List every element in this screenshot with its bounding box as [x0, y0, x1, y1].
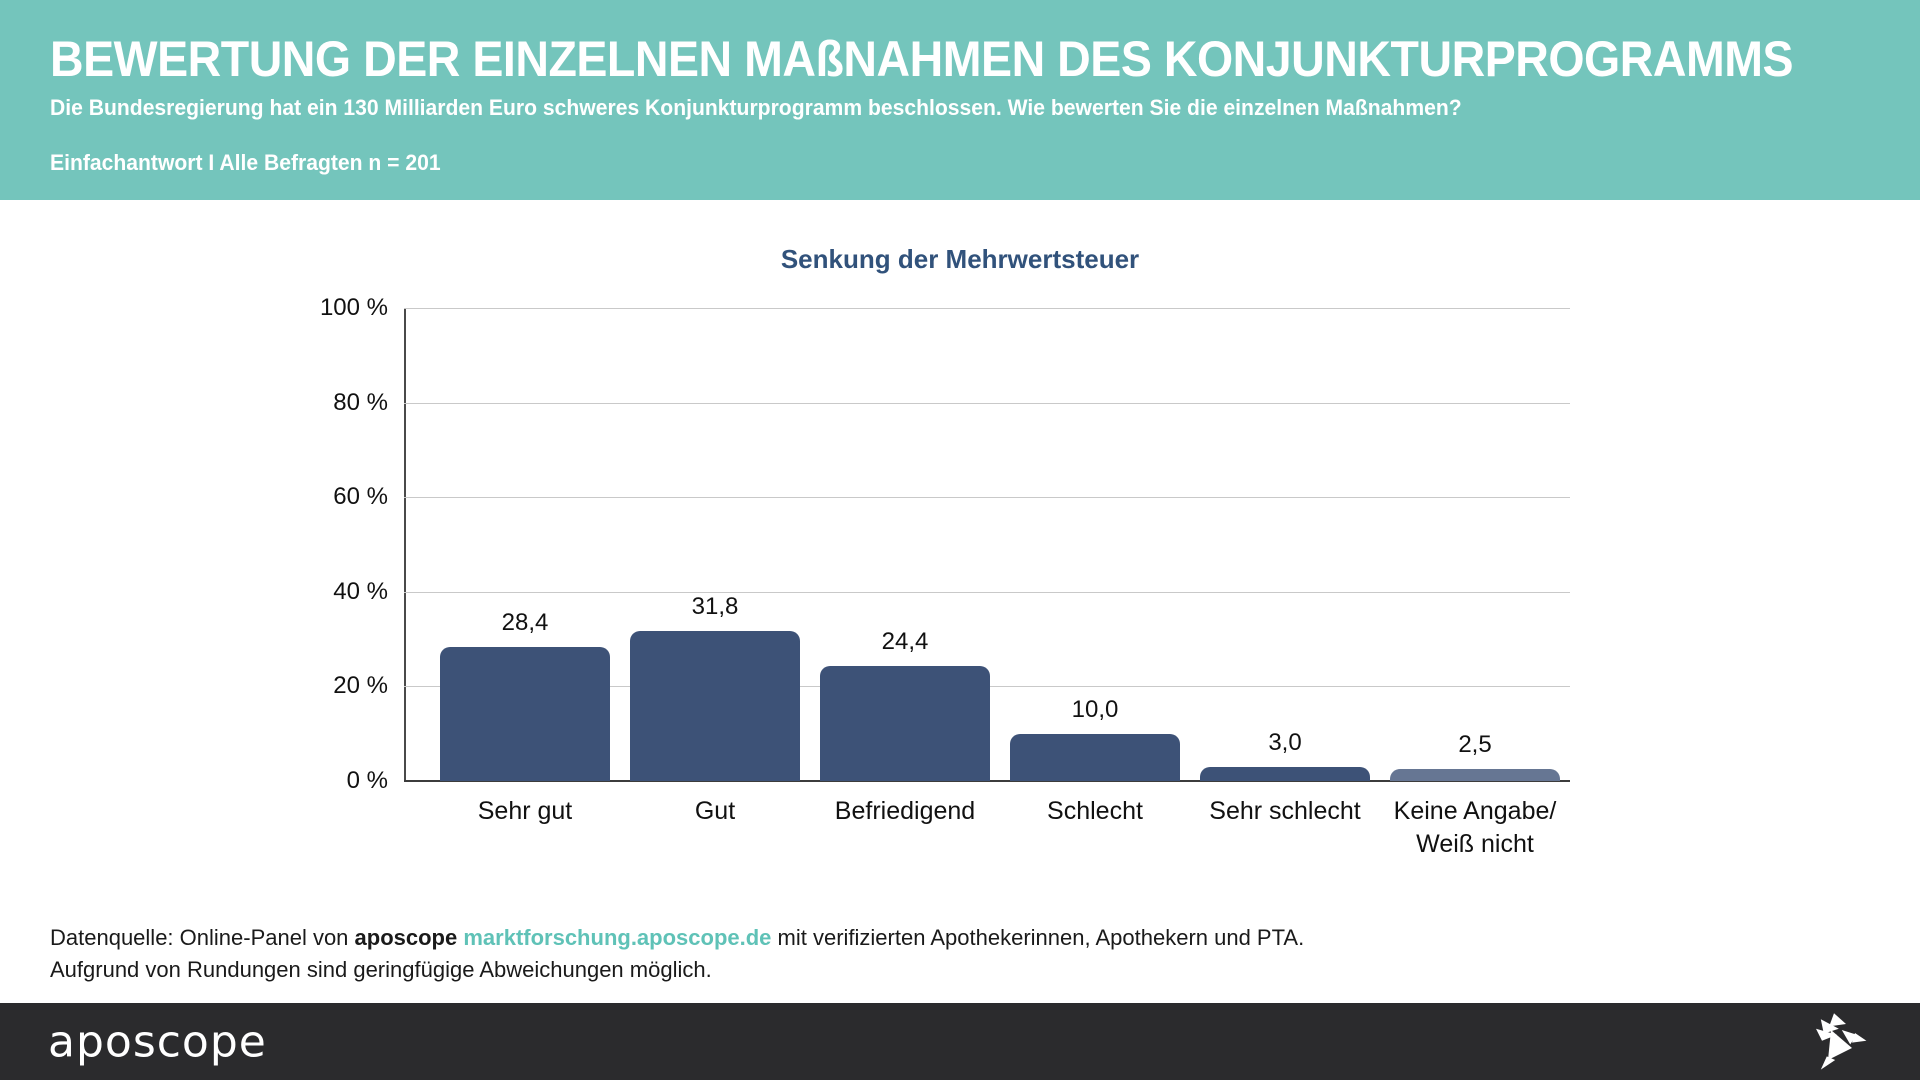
origami-bird-icon: [1816, 1012, 1867, 1070]
gridline: [404, 591, 1570, 593]
source-prefix: Datenquelle: Online-Panel von: [50, 925, 355, 950]
x-axis-baseline: [404, 780, 1570, 782]
source-line-1: Datenquelle: Online-Panel von aposcope m…: [50, 922, 1304, 954]
x-tick-label: Schlecht: [1047, 797, 1143, 825]
aposcope-logo: aposcope: [48, 1016, 267, 1067]
y-tick-label: 20 %: [333, 672, 388, 700]
x-tick-label: Sehr gut: [477, 797, 573, 825]
source-suffix: mit verifizierten Apothekerinnen, Apothe…: [771, 925, 1305, 950]
bar-value-label: 24,4: [881, 627, 929, 655]
bar-value-label: 10,0: [1071, 695, 1119, 723]
plot-area: 0 % 20 % 40 % 60 % 80 % 100 % 28,4 Sehr gut 31,8…: [320, 294, 1570, 858]
source-brand: aposcope: [354, 925, 464, 950]
y-tick-label: 0 %: [346, 767, 388, 794]
header-band: BEWERTUNG DER EINZELNEN MAßNAHMEN DES KO…: [0, 0, 1920, 200]
gridline: [404, 308, 1570, 309]
y-tick-label: 60 %: [333, 483, 388, 511]
source-note: Datenquelle: Online-Panel von aposcope m…: [50, 922, 1304, 986]
x-tick-label: Keine Angabe/ Weiß nicht: [1393, 797, 1557, 858]
bar-value-label: 2,5: [1458, 731, 1492, 759]
footer-bar: aposcope: [0, 1003, 1920, 1080]
gridline: [404, 402, 1570, 404]
source-line-2: Aufgrund von Rundungen sind geringfügige…: [50, 957, 712, 982]
bar-2: [630, 630, 800, 781]
sample-note: Einfachantwort I Alle Befragten n = 201: [50, 150, 441, 175]
bar-4: [1010, 733, 1180, 781]
bar-value-label: 31,8: [691, 592, 739, 620]
y-tick-label: 40 %: [333, 577, 388, 605]
gridline: [404, 497, 1570, 499]
x-tick-label: Gut: [694, 797, 736, 825]
chart-title: Senkung der Mehrwertsteuer: [780, 244, 1140, 274]
y-tick-label: 100 %: [319, 294, 388, 321]
x-tick-label: Befriedigend: [834, 797, 976, 825]
page-title: BEWERTUNG DER EINZELNEN MAßNAHMEN DES KO…: [50, 31, 1794, 87]
bar-6: [1390, 769, 1560, 781]
y-tick-label: 80 %: [333, 388, 388, 416]
bar-value-label: 3,0: [1268, 728, 1302, 756]
source-link[interactable]: marktforschung.aposcope.de: [463, 925, 772, 950]
bar-value-label: 28,4: [501, 608, 549, 636]
bar-5: [1200, 766, 1370, 781]
y-axis-line: [404, 308, 406, 781]
page-subtitle: Die Bundesregierung hat ein 130 Milliard…: [50, 95, 1462, 120]
bar-3: [820, 665, 990, 781]
x-tick-label: Sehr schlecht: [1209, 797, 1361, 825]
bar-1: [440, 646, 610, 781]
